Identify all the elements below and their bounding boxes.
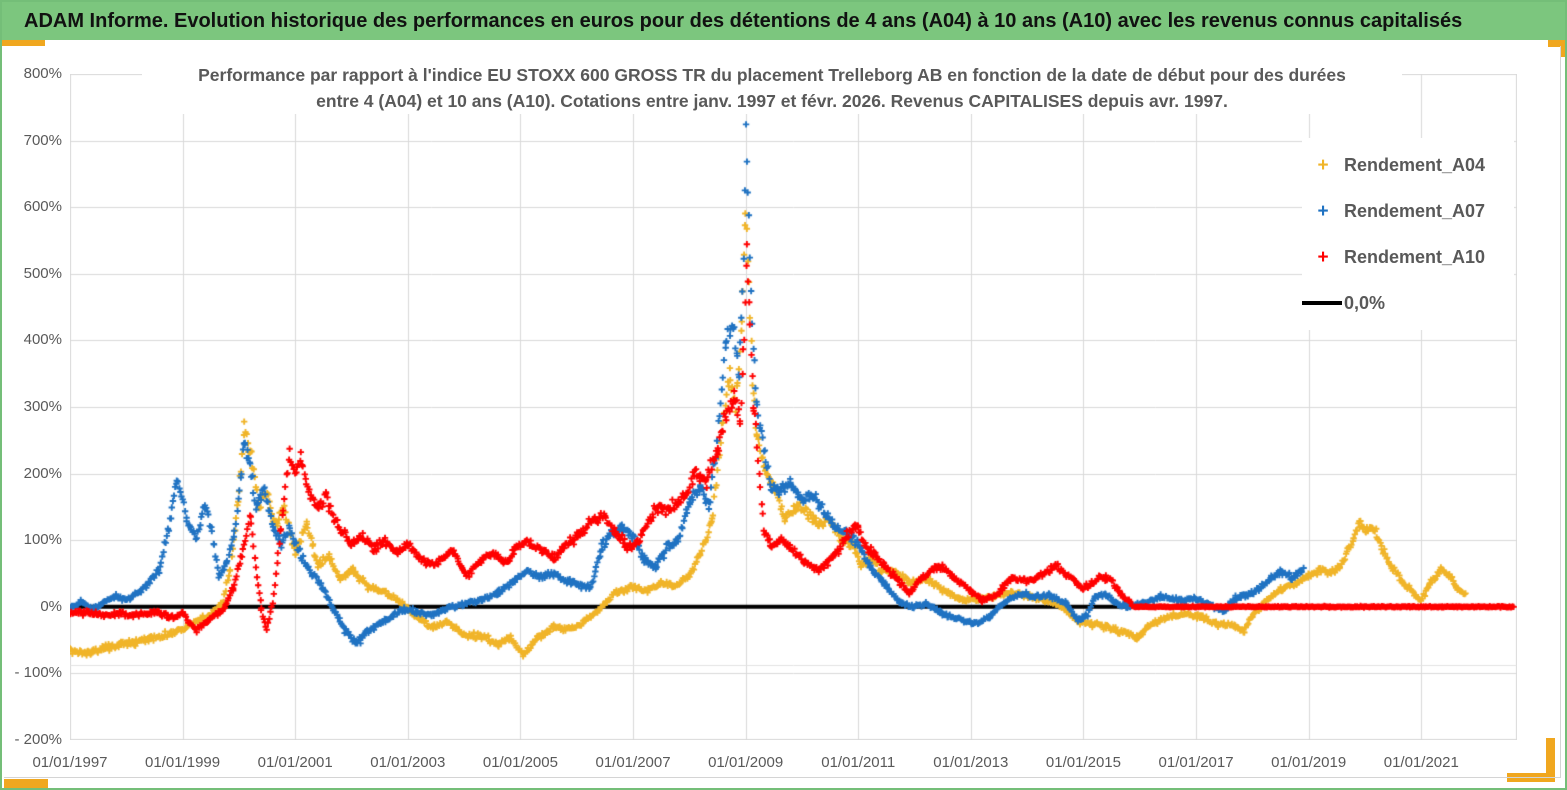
plot-container	[70, 74, 1517, 740]
legend-label: Rendement_A04	[1344, 154, 1486, 175]
chart-title-line2: entre 4 (A04) et 10 ans (A10). Cotations…	[316, 91, 1228, 111]
chart-title: Performance par rapport à l'indice EU ST…	[142, 62, 1402, 114]
x-axis-label: 01/01/2003	[370, 754, 446, 771]
legend-plus-marker-icon: +	[1317, 200, 1329, 222]
y-axis-label: - 100%	[14, 664, 62, 682]
chart-title-line1: Performance par rapport à l'indice EU ST…	[198, 65, 1346, 85]
x-axis-label: 01/01/1999	[145, 754, 221, 771]
x-axis-label: 01/01/2001	[257, 754, 333, 771]
amber-accent-bottom-right-v	[1546, 738, 1555, 782]
amber-accent-bottom-left	[4, 779, 48, 788]
x-axis-label: 01/01/2013	[933, 754, 1009, 771]
y-axis-label: 200%	[23, 464, 62, 482]
legend: + Rendement_A04 + Rendement_A07 + Rendement_A…	[1302, 138, 1514, 330]
header-bar: ADAM Informe. Evolution historique des p…	[2, 2, 1565, 40]
y-axis-label: 300%	[23, 398, 62, 415]
legend-item-rendement-a07[interactable]: + Rendement_A07	[1302, 188, 1514, 234]
legend-label: 0,0%	[1344, 292, 1386, 313]
legend-label: Rendement_A10	[1344, 246, 1486, 267]
y-axis-label: 100%	[23, 531, 62, 549]
amber-accent-top-right	[1548, 40, 1565, 47]
chart-object-border	[4, 46, 1561, 778]
y-axis-label: 400%	[23, 331, 62, 349]
x-axis-label: 01/01/2017	[1158, 754, 1234, 771]
legend-label: Rendement_A07	[1344, 200, 1486, 221]
plot-area[interactable]	[70, 74, 1517, 740]
legend-item-rendement-a10[interactable]: + Rendement_A10	[1302, 234, 1514, 280]
x-axis-label: 01/01/2007	[595, 754, 671, 771]
y-axis-label: 0%	[40, 597, 62, 615]
amber-accent-top-right-v	[1560, 40, 1565, 57]
y-axis-label: 800%	[23, 65, 62, 82]
x-axis-label: 01/01/2021	[1383, 754, 1459, 771]
amber-accent-top-left	[2, 40, 45, 46]
x-axis-label: 01/01/2015	[1045, 754, 1121, 771]
x-axis-label: 01/01/2005	[482, 754, 558, 771]
y-axis-label: 600%	[23, 198, 62, 216]
y-axis-label: 700%	[23, 131, 62, 149]
legend-plus-marker-icon: +	[1317, 246, 1329, 268]
y-axis-label: 500%	[23, 264, 62, 282]
x-axis-label: 01/01/2011	[821, 754, 896, 771]
x-axis-label: 01/01/1997	[32, 754, 108, 771]
legend-item-rendement-a04[interactable]: + Rendement_A04	[1302, 142, 1514, 188]
x-axis-label: 01/01/2009	[708, 754, 784, 771]
y-axis-label: - 200%	[14, 731, 62, 748]
legend-line-swatch	[1302, 301, 1342, 305]
legend-plus-marker-icon: +	[1317, 154, 1329, 176]
legend-item-0-0-[interactable]: 0,0%	[1302, 280, 1514, 326]
page-title: ADAM Informe. Evolution historique des p…	[24, 9, 1463, 32]
x-axis-label: 01/01/2019	[1271, 754, 1347, 771]
